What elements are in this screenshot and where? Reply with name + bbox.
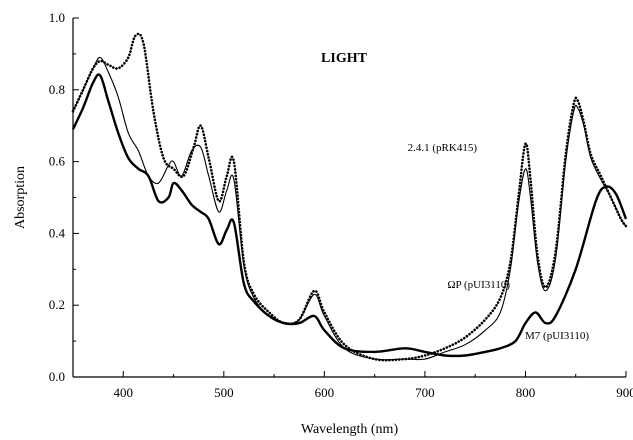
x-tick-label: 400 (114, 385, 134, 400)
y-tick-label: 0.6 (49, 154, 66, 169)
annotation-layer: LIGHT 2.4.1 (pRK415) ΩP (pUI3110) M7 (pUI31… (321, 51, 589, 342)
x-axis-title: Wavelength (nm) (301, 422, 399, 437)
series-line-0 (71, 32, 628, 362)
series-line-2 (71, 73, 628, 358)
y-tick-label: 0.4 (49, 225, 66, 240)
x-tick-label: 500 (214, 385, 234, 400)
x-tick-label: 600 (315, 385, 335, 400)
x-tick-label: 900 (616, 385, 633, 400)
y-tick-label: 0.2 (49, 297, 65, 312)
y-tick-label: 1.0 (49, 10, 65, 25)
x-tick-label: 700 (415, 385, 435, 400)
x-tick-label: 800 (516, 385, 536, 400)
series-line-1 (72, 56, 627, 361)
y-axis-title: Absorption (13, 166, 28, 229)
series-label-1: ΩP (pUI3110) (447, 279, 510, 291)
axes: 400 500 600 700 800 900 0.0 0.2 0.4 0.6 0.8 1.0 Wave… (13, 10, 633, 437)
series-layer (71, 32, 628, 362)
plot-title: LIGHT (321, 51, 368, 66)
y-tick-label: 0.0 (49, 369, 65, 384)
y-tick-label: 0.8 (49, 82, 65, 97)
series-label-2: M7 (pUI3110) (525, 330, 589, 342)
series-label-0: 2.4.1 (pRK415) (408, 142, 478, 154)
